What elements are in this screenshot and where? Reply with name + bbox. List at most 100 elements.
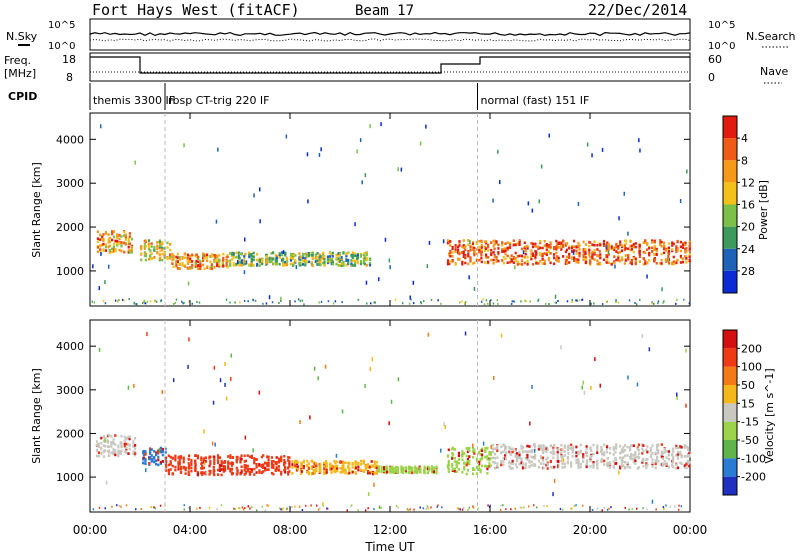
velocity-colorbar-tick-label: -50 (741, 434, 759, 447)
velocity-cell (486, 455, 489, 458)
power-cell (651, 241, 654, 244)
power-cell (96, 240, 99, 243)
velocity-cell (218, 466, 221, 469)
power-cell (158, 240, 161, 244)
velocity-cell (636, 447, 639, 451)
power-cell (672, 255, 675, 259)
velocity-cell (190, 466, 193, 470)
velocity-cell (577, 452, 580, 456)
power-cell (275, 256, 278, 260)
power-cell (297, 298, 300, 301)
power-cell (302, 252, 305, 256)
velocity-cell (171, 464, 174, 468)
velocity-cell (300, 470, 303, 473)
power-cell (679, 249, 682, 253)
velocity-cell (315, 462, 318, 465)
power-cell (659, 262, 662, 265)
power-cell (504, 257, 507, 261)
power-cell (653, 246, 656, 250)
velocity-cell (342, 464, 345, 468)
velocity-cell (329, 468, 332, 471)
velocity-cell (144, 453, 147, 456)
velocity-cell (516, 456, 519, 460)
power-cell (245, 260, 248, 265)
velocity-cell (339, 467, 342, 470)
power-cell (335, 262, 338, 266)
power-cell (531, 254, 535, 257)
velocity-cell (466, 469, 469, 472)
velocity-cell (496, 449, 499, 453)
velocity-cell (244, 459, 247, 463)
power-cell (487, 302, 489, 305)
velocity-cell (104, 507, 106, 510)
velocity-cell (561, 466, 564, 469)
velocity-cell (253, 473, 256, 476)
velocity-cell (208, 464, 211, 468)
velocity-cell (571, 445, 574, 449)
velocity-cell (334, 461, 337, 465)
velocity-cell (629, 466, 632, 469)
velocity-cell (150, 457, 153, 461)
power-cell (365, 258, 368, 262)
power-cell (571, 250, 574, 253)
power-cell (457, 251, 460, 254)
power-cell (630, 244, 633, 248)
velocity-cell (619, 466, 622, 470)
velocity-cell (461, 470, 464, 474)
velocity-cell (184, 472, 187, 475)
velocity-cell (116, 504, 118, 507)
velocity-cell (373, 508, 375, 511)
power-cell (96, 237, 99, 240)
velocity-cell (685, 455, 688, 458)
velocity-cell (306, 459, 309, 463)
velocity-cell (204, 460, 207, 463)
velocity-cell (351, 470, 354, 474)
power-cell (272, 262, 275, 266)
power-cell (250, 261, 253, 265)
power-cell (127, 239, 130, 243)
velocity-cell (430, 506, 432, 509)
power-cell (323, 255, 326, 258)
velocity-cell (623, 449, 627, 452)
velocity-cell (654, 462, 657, 466)
power-cell (675, 250, 678, 254)
power-cell (540, 164, 543, 169)
velocity-cell (642, 464, 645, 468)
velocity-cell (615, 462, 618, 465)
velocity-cell (264, 461, 267, 465)
velocity-cell (477, 507, 479, 510)
velocity-cell (679, 461, 682, 465)
velocity-cell (362, 469, 365, 473)
power-cell (217, 147, 219, 152)
power-cell (591, 252, 594, 256)
power-cell (335, 256, 338, 260)
velocity-cell (380, 468, 383, 472)
velocity-cell (553, 452, 556, 455)
velocity-cell (466, 450, 469, 454)
velocity-cell (134, 450, 137, 454)
velocity-cell (266, 464, 269, 467)
velocity-cell (606, 508, 609, 511)
power-cell (114, 239, 117, 243)
power-cell (243, 299, 246, 302)
x-tick-label: 00:00 (73, 523, 108, 537)
velocity-cell (676, 456, 680, 459)
velocity-cell (661, 464, 664, 467)
nsky-label: N.Sky (6, 30, 38, 43)
power-cell (156, 244, 159, 248)
power-cell (639, 298, 641, 301)
power-cell (96, 246, 99, 249)
velocity-cell (526, 456, 529, 460)
power-cell (272, 257, 275, 261)
power-cell (258, 264, 261, 267)
power-colorbar-swatch (723, 138, 737, 161)
power-cell (365, 280, 368, 285)
velocity-cell (473, 452, 476, 455)
power-cell (111, 230, 114, 233)
power-cell (530, 241, 533, 245)
velocity-cell (375, 466, 378, 470)
velocity-cell (167, 472, 170, 476)
velocity-cell (230, 464, 234, 467)
velocity-cell (194, 467, 197, 470)
